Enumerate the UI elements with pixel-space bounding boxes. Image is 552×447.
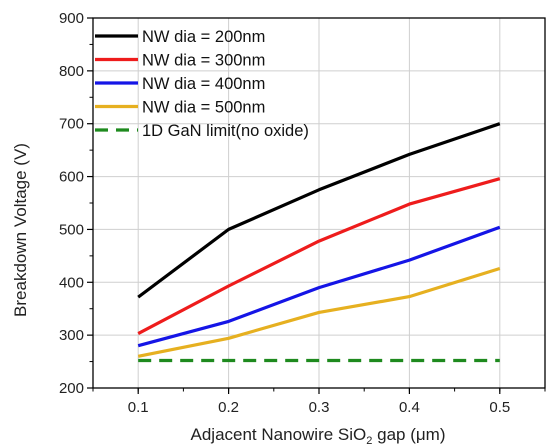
- x-axis-title-tail: gap (μm): [372, 425, 445, 444]
- x-axis-title: Adjacent Nanowire SiO2 gap (μm): [191, 425, 446, 447]
- legend-label-2: NW dia = 300nm: [142, 52, 265, 70]
- grid-lines: [93, 17, 545, 389]
- y-tick-label: 600: [59, 169, 84, 186]
- series-line-4: [137, 266, 501, 358]
- y-tick-label: 700: [59, 116, 84, 133]
- legend: NW dia = 200nm NW dia = 300nm NW dia = 400…: [95, 28, 309, 140]
- y-tick-label: 300: [59, 327, 84, 344]
- y-tick-label: 500: [59, 221, 84, 238]
- y-axis-title: Breakdown Voltage (V): [11, 143, 30, 317]
- axis-ticks: 200 300 400 500 600 700 800 900 0.1 0.2 0.3 0.4 0.5: [59, 10, 546, 416]
- y-tick-label: 800: [59, 63, 84, 80]
- x-tick-label: 0.5: [489, 399, 510, 416]
- series-line-3: [137, 225, 501, 348]
- x-tick-label: 0.2: [218, 399, 239, 416]
- x-tick-label: 0.1: [128, 399, 149, 416]
- x-axis-title-main: Adjacent Nanowire SiO: [191, 425, 367, 444]
- series-line-1: [137, 122, 501, 299]
- y-tick-label: 400: [59, 274, 84, 291]
- x-axis-title-subscript: 2: [366, 435, 372, 447]
- series-line-2: [137, 177, 501, 336]
- legend-label-1: NW dia = 200nm: [142, 28, 265, 46]
- legend-label-3: NW dia = 400nm: [142, 75, 265, 93]
- y-tick-label: 200: [59, 380, 84, 397]
- y-tick-label: 900: [59, 10, 84, 27]
- legend-label-4: NW dia = 500nm: [142, 99, 265, 117]
- series-lines: [137, 122, 501, 363]
- x-tick-label: 0.3: [309, 399, 330, 416]
- x-tick-label: 0.4: [399, 399, 420, 416]
- legend-label-5: 1D GaN limit(no oxide): [142, 122, 309, 140]
